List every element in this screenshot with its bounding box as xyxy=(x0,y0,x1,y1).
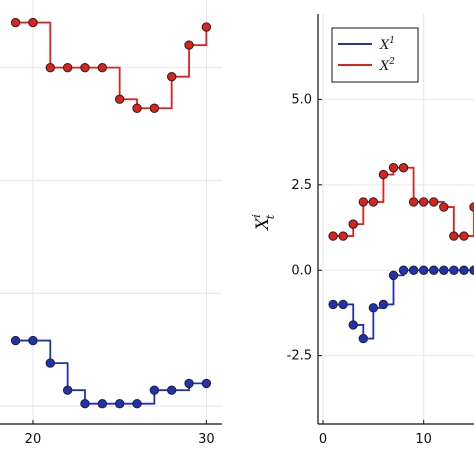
data-point xyxy=(469,265,474,275)
data-point xyxy=(449,265,459,275)
data-point xyxy=(358,197,368,207)
data-point xyxy=(97,62,108,73)
y-tick-label: 2.5 xyxy=(291,178,312,193)
data-point xyxy=(348,320,358,330)
right-plot-axes xyxy=(317,14,474,425)
y-axis-label-sub: t xyxy=(264,214,277,219)
x-tick-label: 10 xyxy=(415,432,432,447)
data-point xyxy=(368,197,379,207)
data-point xyxy=(80,62,90,73)
x-tick-label: 30 xyxy=(198,432,215,447)
data-point xyxy=(28,335,38,346)
data-point xyxy=(184,40,194,50)
data-point xyxy=(132,103,142,113)
y-axis-label-sup: i xyxy=(250,214,263,218)
data-point xyxy=(439,265,449,275)
legend-box xyxy=(331,27,419,83)
data-point xyxy=(184,378,194,389)
data-point xyxy=(439,202,449,212)
data-point xyxy=(338,231,348,241)
data-point xyxy=(459,265,469,275)
x-tick-label: 0 xyxy=(319,432,327,447)
y-tick-label: -2.5 xyxy=(287,349,312,364)
data-point xyxy=(328,299,338,310)
right-plot-series xyxy=(328,163,474,344)
data-point xyxy=(114,399,125,409)
data-point xyxy=(62,385,73,395)
data-point xyxy=(167,385,177,395)
left-plot-axes xyxy=(0,420,222,425)
data-point xyxy=(10,335,21,346)
data-point xyxy=(388,163,399,173)
data-point xyxy=(398,163,409,173)
legend-label-sup: 2 xyxy=(388,57,395,67)
data-point xyxy=(418,197,429,207)
data-point xyxy=(149,385,160,395)
data-point xyxy=(418,265,429,275)
right-plot-tick-labels: 0 10 5.0 2.5 0.0 -2.5 xyxy=(287,92,432,447)
data-point xyxy=(45,62,55,73)
data-point xyxy=(378,169,389,180)
data-point xyxy=(408,197,419,207)
data-point xyxy=(132,399,142,409)
data-point xyxy=(328,231,338,241)
left-plot-tick-labels: 20 30 xyxy=(25,432,215,447)
legend-label-sup: 1 xyxy=(389,36,395,46)
x-tick-label: 20 xyxy=(25,432,42,447)
data-point xyxy=(358,333,368,344)
data-point xyxy=(45,358,55,368)
data-point xyxy=(62,62,73,73)
y-axis-label: Xit xyxy=(250,214,277,232)
data-point xyxy=(459,231,469,241)
data-point xyxy=(338,299,348,310)
data-point xyxy=(449,231,459,241)
data-point xyxy=(114,94,125,104)
data-point xyxy=(80,399,90,409)
data-point xyxy=(368,303,379,313)
y-tick-label: 0.0 xyxy=(291,263,312,278)
series-line-2 xyxy=(15,339,207,405)
data-point xyxy=(201,378,212,389)
data-point xyxy=(429,197,439,207)
data-point xyxy=(408,265,419,275)
data-point xyxy=(167,71,177,82)
y-tick-label: 5.0 xyxy=(291,92,312,107)
data-point xyxy=(398,265,409,275)
data-point xyxy=(28,17,38,28)
data-point xyxy=(348,219,358,229)
data-point xyxy=(469,202,474,212)
data-point xyxy=(149,103,160,113)
data-point xyxy=(10,17,21,28)
data-point xyxy=(429,265,439,275)
data-point xyxy=(378,299,389,310)
data-point xyxy=(97,399,108,409)
series-line-1 xyxy=(15,21,208,110)
data-point xyxy=(388,270,399,281)
data-point xyxy=(201,22,212,32)
left-plot-series xyxy=(10,17,212,409)
left-plot: 20 30 xyxy=(0,0,222,447)
